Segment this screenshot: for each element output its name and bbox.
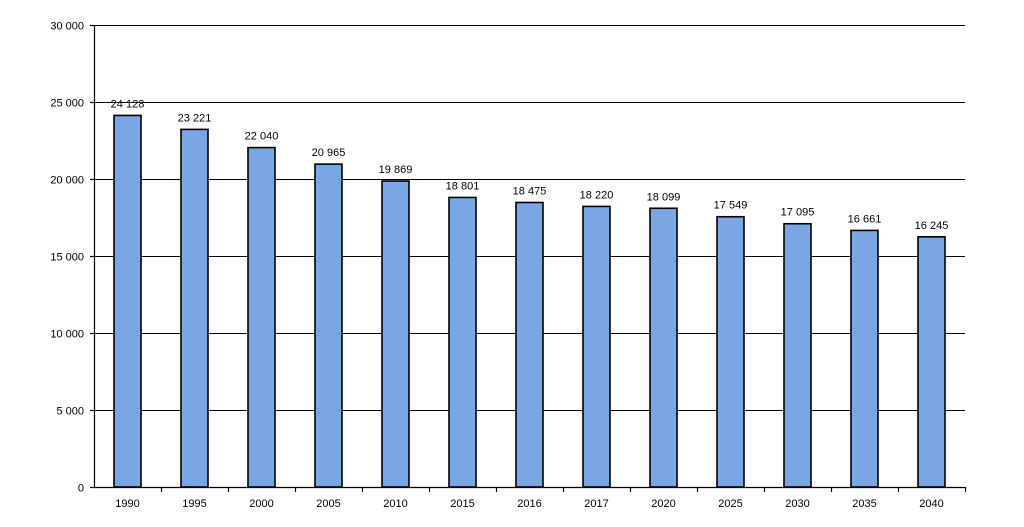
axes bbox=[90, 24, 967, 492]
bar-2010 bbox=[381, 180, 410, 488]
y-tick-label: 15 000 bbox=[50, 252, 84, 264]
bars bbox=[113, 114, 946, 488]
x-tick-label: 2010 bbox=[383, 498, 407, 510]
x-tick-label: 2030 bbox=[785, 498, 809, 510]
data-label: 17 095 bbox=[781, 207, 815, 219]
bar-1995 bbox=[180, 128, 209, 488]
y-tick-label: 10 000 bbox=[50, 329, 84, 341]
data-label: 24 128 bbox=[111, 98, 145, 110]
x-tick-label: 2020 bbox=[651, 498, 675, 510]
y-tick-label: 30 000 bbox=[50, 21, 84, 33]
data-label: 16 245 bbox=[915, 220, 949, 232]
data-labels: 24 128 23 221 22 040 20 965 19 869 18 801 18 4… bbox=[111, 98, 949, 231]
x-tick-label: 2040 bbox=[919, 498, 943, 510]
y-tick-label: 25 000 bbox=[50, 98, 84, 110]
bar-2030 bbox=[783, 222, 812, 488]
x-tick-label: 2016 bbox=[517, 498, 541, 510]
bar-1990 bbox=[113, 114, 142, 488]
y-tick-label: 5 000 bbox=[56, 406, 84, 418]
data-label: 17 549 bbox=[714, 200, 748, 212]
x-tick-label: 2005 bbox=[316, 498, 340, 510]
data-label: 19 869 bbox=[379, 164, 413, 176]
bar-2005 bbox=[314, 163, 343, 488]
bar-2020 bbox=[649, 207, 678, 488]
bar-2040 bbox=[917, 236, 946, 488]
x-tick-label: 2025 bbox=[718, 498, 742, 510]
x-tick-label: 2035 bbox=[852, 498, 876, 510]
bar-2017 bbox=[582, 205, 611, 488]
bar-2035 bbox=[850, 229, 879, 488]
bar-2016 bbox=[515, 201, 544, 488]
bar-2025 bbox=[716, 215, 745, 488]
data-label: 18 099 bbox=[647, 191, 681, 203]
data-label: 18 220 bbox=[580, 189, 614, 201]
x-tick-label: 2015 bbox=[450, 498, 474, 510]
x-tick-label: 2017 bbox=[584, 498, 608, 510]
data-label: 22 040 bbox=[245, 131, 279, 143]
y-axis-tick-labels: 0 5 000 10 000 15 000 20 000 25 000 30 000 bbox=[50, 21, 84, 495]
bar-2000 bbox=[247, 146, 276, 488]
x-tick-label: 1995 bbox=[182, 498, 206, 510]
x-tick-label: 2000 bbox=[249, 498, 273, 510]
y-tick-label: 0 bbox=[78, 483, 84, 495]
data-label: 20 965 bbox=[312, 147, 346, 159]
x-tick-label: 1990 bbox=[115, 498, 139, 510]
data-label: 18 475 bbox=[513, 185, 547, 197]
x-axis-tick-labels: 1990 1995 2000 2005 2010 2015 2016 2017 2020 2025… bbox=[115, 498, 943, 510]
data-label: 18 801 bbox=[446, 180, 480, 192]
data-label: 16 661 bbox=[848, 213, 882, 225]
y-tick-label: 20 000 bbox=[50, 175, 84, 187]
data-label: 23 221 bbox=[178, 112, 212, 124]
bar-2015 bbox=[448, 196, 477, 488]
